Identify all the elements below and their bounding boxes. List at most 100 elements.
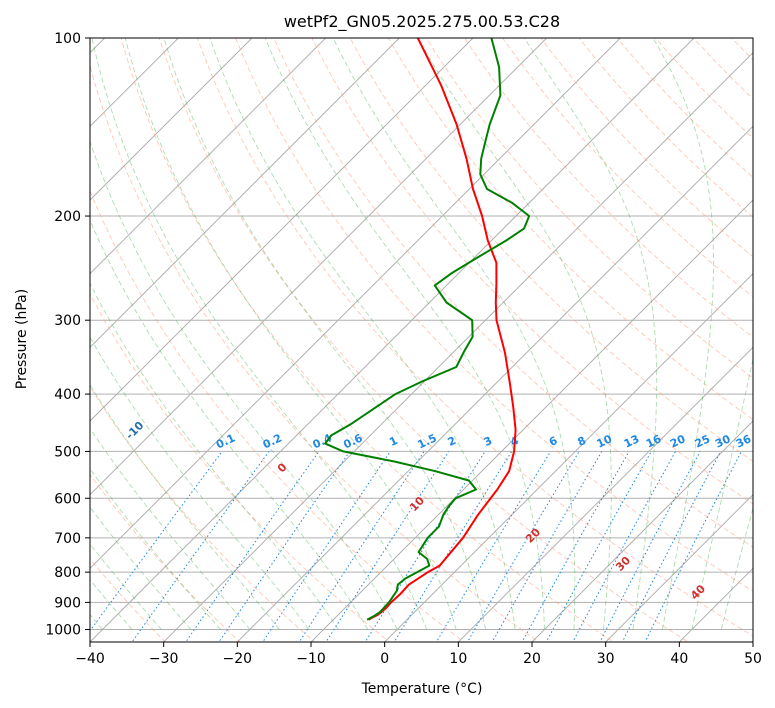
x-tick-label: 30 (597, 651, 615, 667)
moist-adiabat-line (90, 427, 251, 630)
mixing-ratio-label: 0.2 (261, 431, 284, 451)
isotherm-line (383, 272, 753, 642)
mixing-ratio-label: 2 (446, 434, 458, 449)
x-tick-label: 50 (744, 651, 762, 667)
mixing-ratio-line (466, 451, 580, 642)
y-axis-title: Pressure (hPa) (14, 289, 30, 389)
moist-adiabat-line (163, 38, 487, 630)
mixing-ratio-label: 16 (644, 432, 664, 450)
moist-adiabat-label: 30 (613, 554, 633, 574)
plot-frame (89, 37, 754, 643)
mixing-ratio-line (364, 451, 486, 642)
dry-adiabat-line (616, 38, 753, 178)
y-tick-label: 800 (54, 565, 81, 581)
mixing-ratio-line (572, 451, 676, 642)
isotherm-line (752, 641, 753, 642)
temperature-line (368, 38, 517, 621)
mixing-ratio-line (599, 451, 701, 642)
mixing-ratio-line (435, 451, 552, 642)
y-tick-label: 600 (54, 491, 81, 507)
isotherm-line (90, 38, 695, 642)
isotherm-line (310, 199, 753, 642)
mixing-ratio-line (621, 451, 722, 642)
isotherm-line (531, 420, 753, 642)
x-tick-label: −10 (296, 651, 326, 667)
dry-adiabat-line (158, 38, 690, 642)
isotherm-line (604, 493, 753, 642)
moist-adiabat-line (652, 38, 714, 630)
mixing-ratio-line (393, 451, 513, 642)
moist-adiabat-line (90, 219, 369, 630)
moist-adiabat-line (332, 38, 576, 630)
x-tick-label: 40 (670, 651, 688, 667)
x-tick-label: 0 (380, 651, 389, 667)
moist-adiabat-label: 40 (688, 582, 708, 602)
mixing-ratio-label: 25 (693, 432, 712, 450)
dry-adiabat-line (90, 386, 316, 642)
moist-adiabat-line (90, 140, 398, 630)
y-tick-label: 500 (54, 444, 81, 460)
mixing-ratio-label: 20 (668, 432, 688, 450)
dry-adiabat-line (90, 473, 241, 642)
dry-adiabat-label: -10 (123, 419, 146, 442)
mixing-ratio-line (218, 451, 351, 642)
plot-content: 0.10.20.40.611.52346810131620253036-100-… (90, 25, 775, 654)
isotherm-line (90, 38, 622, 570)
dry-adiabat-line (757, 25, 775, 654)
isotherm-line (457, 346, 753, 642)
dry-adiabat-line (273, 38, 753, 548)
dry-adiabat-line (349, 38, 753, 462)
isotherm-line (90, 38, 401, 349)
dry-adiabat-line (692, 38, 753, 100)
isotherm-line (236, 125, 753, 642)
moist-adiabat-line (209, 38, 516, 630)
isotherm-line (678, 567, 753, 642)
isotherm-line (162, 51, 753, 642)
y-tick-label: 700 (54, 531, 81, 547)
moist-adiabat-label: 0 (275, 460, 290, 475)
plot-area: 0.10.20.40.611.52346810131620253036-100-… (45, 25, 775, 667)
dry-adiabat-line (235, 38, 753, 592)
dry-adiabat-line (90, 64, 540, 642)
mixing-ratio-line (90, 451, 223, 632)
y-tick-label: 100 (54, 31, 81, 47)
dry-adiabat-line (120, 38, 615, 642)
moist-adiabat-line (264, 38, 545, 630)
chart-title: wetPf2_GN05.2025.275.00.53.C28 (284, 12, 560, 32)
x-tick-label: −20 (223, 651, 253, 667)
dry-adiabat-line (387, 38, 753, 421)
isotherm-line (90, 38, 327, 275)
x-tick-label: −30 (149, 651, 179, 667)
y-tick-label: 300 (54, 313, 81, 329)
moist-adiabat-line (720, 506, 753, 630)
isotherm-line (90, 38, 548, 496)
y-tick-label: 1000 (45, 622, 81, 638)
mixing-ratio-line (131, 451, 270, 642)
mixing-ratio-label: 0.4 (311, 431, 334, 451)
dry-adiabat-line (731, 38, 753, 61)
mixing-ratio-label: 36 (734, 432, 754, 450)
mixing-ratio-line (262, 451, 391, 642)
mixing-ratio-label: 10 (595, 432, 615, 450)
moist-adiabat-label: 20 (523, 525, 543, 545)
x-axis-title: Temperature (°C) (361, 681, 483, 697)
mixing-ratio-label: 0.1 (214, 431, 237, 451)
dry-adiabat-line (425, 38, 753, 379)
y-tick-label: 900 (54, 595, 81, 611)
mixing-ratio-line (521, 451, 630, 642)
dry-adiabat-line (578, 38, 753, 218)
mixing-ratio-label: 8 (575, 434, 587, 449)
dry-adiabat-line (464, 38, 753, 338)
x-tick-label: −40 (75, 651, 105, 667)
moist-adiabat-line (90, 282, 339, 630)
mixing-ratio-line (325, 451, 450, 642)
dry-adiabat-line (90, 292, 391, 642)
mixing-ratio-line (545, 451, 652, 642)
moist-adiabat-line (90, 336, 310, 630)
dry-adiabat-line (311, 38, 753, 505)
moist-adiabat-line (523, 38, 658, 630)
mixing-ratio-line (298, 451, 425, 642)
dry-adiabat-line (654, 38, 753, 139)
dry-adiabat-line (540, 38, 753, 258)
